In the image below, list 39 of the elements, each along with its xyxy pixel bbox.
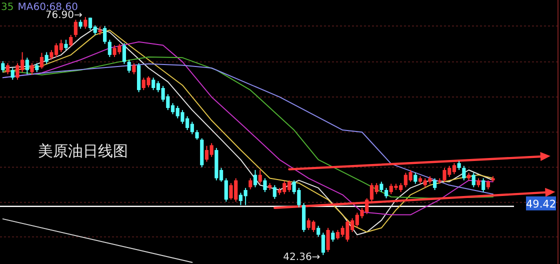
- candlestick: [44, 52, 48, 64]
- candlestick: [472, 172, 476, 188]
- candlestick: [64, 39, 68, 51]
- candlestick: [316, 225, 320, 238]
- candlestick: [84, 16, 88, 30]
- candlestick: [195, 130, 199, 140]
- candlestick: [384, 187, 388, 199]
- candlestick: [74, 19, 78, 38]
- annotation: 42.36→: [283, 252, 320, 264]
- candlestick: [122, 42, 126, 64]
- candlestick: [1, 60, 5, 73]
- candlestick: [258, 170, 262, 184]
- candlestick: [10, 68, 14, 80]
- candlestick: [30, 62, 34, 76]
- candlestick: [40, 52, 44, 70]
- text: 35: [1, 2, 14, 13]
- candlestick: [433, 178, 437, 190]
- candlestick: [127, 59, 131, 74]
- candlestick: [25, 57, 29, 75]
- candlestick: [132, 62, 136, 75]
- candlestick: [248, 178, 252, 190]
- annotation: 美原油日线图: [38, 142, 128, 160]
- candlestick: [6, 62, 10, 75]
- candlestick: [331, 230, 335, 242]
- candlestick: [462, 165, 466, 181]
- annotation: 76.90→: [45, 10, 82, 22]
- candlestick: [103, 25, 107, 44]
- candlestick: [108, 39, 112, 58]
- candlestick: [253, 170, 258, 188]
- candlestick: [263, 178, 267, 193]
- candlestick: [272, 184, 276, 200]
- candlestick: [414, 172, 418, 184]
- candlestick: [380, 181, 384, 193]
- ref-line-label: 49.42: [526, 198, 556, 210]
- candlestick: [69, 34, 73, 48]
- candlestick: [326, 227, 330, 253]
- candlestick: [482, 178, 486, 193]
- candlestick: [224, 178, 228, 202]
- candlestick: [321, 232, 325, 256]
